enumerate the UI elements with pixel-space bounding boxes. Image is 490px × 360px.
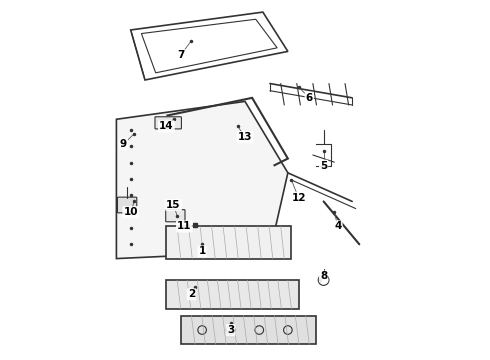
Text: 5: 5 <box>320 161 327 171</box>
Polygon shape <box>181 316 317 344</box>
FancyBboxPatch shape <box>166 210 185 222</box>
Text: 15: 15 <box>166 200 181 210</box>
Text: 13: 13 <box>238 132 252 142</box>
Text: 4: 4 <box>334 221 342 231</box>
Text: 6: 6 <box>306 93 313 103</box>
Text: 1: 1 <box>198 247 206 256</box>
FancyBboxPatch shape <box>118 197 137 213</box>
Text: 3: 3 <box>227 325 234 335</box>
Text: 2: 2 <box>188 289 195 299</box>
Text: 11: 11 <box>177 221 192 231</box>
Polygon shape <box>167 280 298 309</box>
Text: 8: 8 <box>320 271 327 282</box>
Text: 10: 10 <box>123 207 138 217</box>
Polygon shape <box>167 226 292 258</box>
FancyBboxPatch shape <box>155 117 181 129</box>
Text: 9: 9 <box>120 139 127 149</box>
Polygon shape <box>117 102 288 258</box>
Text: 7: 7 <box>177 50 184 60</box>
Text: 14: 14 <box>159 121 174 131</box>
Text: 12: 12 <box>292 193 306 203</box>
